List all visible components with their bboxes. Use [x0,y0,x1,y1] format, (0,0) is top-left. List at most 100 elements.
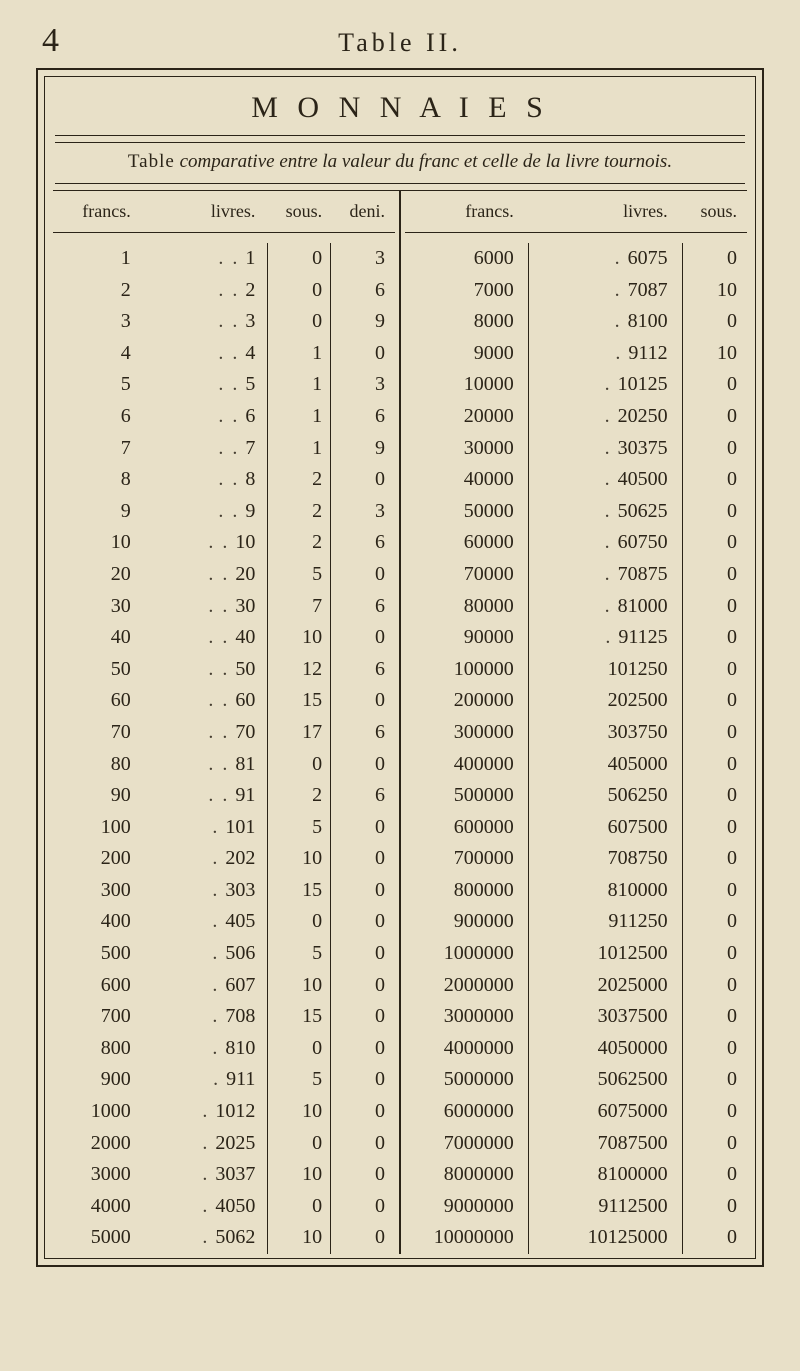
col-header-livres: livres. [141,201,268,222]
cell-sous: 12 [267,654,330,686]
cell-sous: 1 [267,433,330,465]
leader-dots [592,1191,598,1223]
cell-livres-value: 30 [235,591,255,623]
cell-deni: 0 [330,338,395,370]
table-row: 4000.405000 [53,1191,395,1223]
cell-sous: 0 [682,243,747,275]
table-body-left: 1. .1032. .2063. .3094. .4105. .5136. .6… [53,243,395,1254]
cell-francs: 10 [53,527,141,559]
table-row: 100.10150 [53,812,395,844]
cell-sous: 0 [682,843,747,875]
leader-dots: . . [208,749,235,781]
cell-livres: . .10 [141,527,268,559]
leader-dots: . [212,812,225,844]
outer-frame: M O N N A I E S Table comparative entre … [36,68,764,1267]
cell-sous: 15 [267,685,330,717]
cell-livres: .1012 [141,1096,268,1128]
cell-livres-value: 303750 [608,717,668,749]
cell-sous: 10 [267,1096,330,1128]
leader-dots [602,843,608,875]
table-row: 3. .309 [53,306,395,338]
cell-livres: . .20 [141,559,268,591]
leader-dots: . [605,591,618,623]
cell-francs: 600000 [405,812,528,844]
leader-dots [602,749,608,781]
cell-livres-value: 60750 [618,527,668,559]
table-left-half: francs. livres. sous. deni. 1. .1032. .2… [53,191,401,1254]
cell-francs: 7000 [405,275,528,307]
cell-livres: 8100000 [528,1159,682,1191]
cell-livres: 6075000 [528,1096,682,1128]
cell-livres: .4050 [141,1191,268,1223]
table-row: 60. .60150 [53,685,395,717]
cell-livres: . .2 [141,275,268,307]
cell-livres: .101 [141,812,268,844]
cell-livres: .9112 [528,338,682,370]
table-row: 700.708150 [53,1001,395,1033]
cell-deni: 6 [330,527,395,559]
cell-francs: 3 [53,306,141,338]
cell-livres-value: 6075000 [598,1096,668,1128]
cell-francs: 4000000 [405,1033,528,1065]
cell-sous: 7 [267,591,330,623]
cell-livres: .810 [141,1033,268,1065]
cell-francs: 10000 [405,369,528,401]
leader-dots [592,1128,598,1160]
cell-sous: 2 [267,527,330,559]
cell-deni: 0 [330,1159,395,1191]
cell-livres: . .4 [141,338,268,370]
cell-francs: 2000000 [405,970,528,1002]
leader-dots: . . [208,559,235,591]
cell-francs: 6000 [405,243,528,275]
cell-livres: 708750 [528,843,682,875]
leader-dots: . [212,938,225,970]
cell-francs: 800000 [405,875,528,907]
cell-livres: . .3 [141,306,268,338]
cell-francs: 300 [53,875,141,907]
cell-deni: 9 [330,433,395,465]
leader-dots: . [212,1033,225,1065]
table-row: 600000060750000 [405,1096,747,1128]
cell-livres-value: 3037500 [598,1001,668,1033]
cell-francs: 200000 [405,685,528,717]
cell-livres: .708 [141,1001,268,1033]
table-row: 20. .2050 [53,559,395,591]
leader-dots: . . [218,401,245,433]
cell-livres-value: 50625 [618,496,668,528]
cell-francs: 8000 [405,306,528,338]
table-row: 1000.1012100 [53,1096,395,1128]
cell-sous: 2 [267,780,330,812]
table-row: 50000.506250 [405,496,747,528]
subtitle: Table comparative entre la valeur du fra… [53,151,747,173]
cell-livres: . .1 [141,243,268,275]
table-row: 6000006075000 [405,812,747,844]
cell-livres-value: 202 [225,843,255,875]
cell-livres-value: 708750 [608,843,668,875]
cell-francs: 9000000 [405,1191,528,1223]
table-row: 4000004050000 [405,749,747,781]
col-header-sous: sous. [682,201,747,222]
cell-livres: 1012500 [528,938,682,970]
cell-sous: 0 [682,654,747,686]
leader-dots: . . [218,464,245,496]
cell-sous: 0 [682,369,747,401]
cell-francs: 8000000 [405,1159,528,1191]
cell-livres-value: 3037 [215,1159,255,1191]
table-row: 9. .923 [53,496,395,528]
rule [55,135,745,136]
col-header-francs: francs. [53,201,141,222]
cell-livres-value: 405000 [608,749,668,781]
cell-livres: . .70 [141,717,268,749]
cell-livres: .6075 [528,243,682,275]
table-row: 90000.911250 [405,622,747,654]
cell-livres-value: 70875 [618,559,668,591]
cell-francs: 100 [53,812,141,844]
leader-dots: . [605,369,618,401]
leader-dots [592,970,598,1002]
table-row: 5000.5062100 [53,1222,395,1254]
cell-livres: .202 [141,843,268,875]
col-header-sous: sous. [267,201,330,222]
table-header-row: francs. livres. sous. deni. [53,191,395,233]
cell-sous: 2 [267,464,330,496]
cell-deni: 6 [330,780,395,812]
